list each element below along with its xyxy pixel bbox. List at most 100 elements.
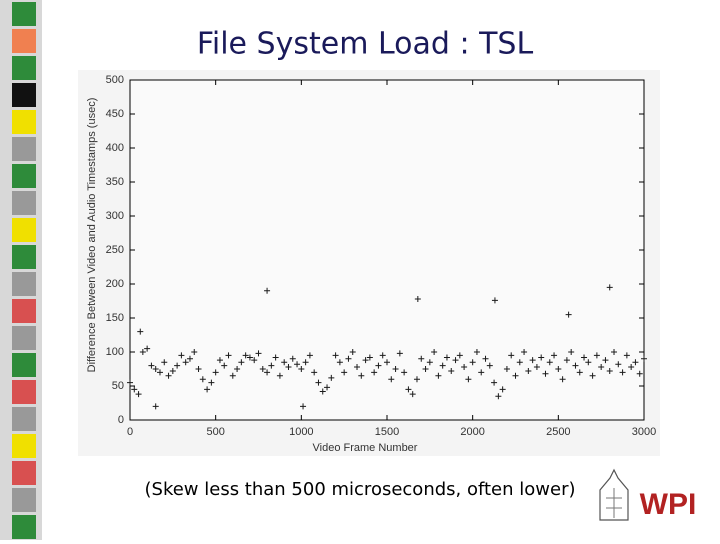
x-tick-label: 2500: [546, 426, 570, 438]
strip-block: [12, 299, 36, 323]
point: [388, 376, 395, 383]
point: [169, 368, 176, 375]
point: [469, 359, 476, 366]
point: [546, 359, 553, 366]
y-tick-label: 100: [106, 346, 124, 358]
point: [499, 386, 506, 393]
caption: (Skew less than 500 microseconds, often …: [145, 479, 576, 500]
point: [131, 386, 138, 393]
point: [508, 352, 515, 359]
point: [152, 366, 159, 372]
point: [238, 359, 245, 366]
point: [414, 295, 421, 302]
chart-title: File System Load : TSL: [197, 27, 534, 62]
strip-block: [12, 164, 36, 188]
strip-block: [12, 110, 36, 134]
strip-block: [12, 380, 36, 404]
point: [401, 369, 408, 376]
strip-block: [12, 407, 36, 431]
point: [491, 297, 498, 304]
point: [336, 359, 343, 366]
point: [208, 379, 215, 386]
point: [565, 311, 572, 318]
point: [533, 363, 540, 370]
point: [619, 369, 626, 376]
point: [598, 363, 605, 370]
point: [285, 363, 292, 370]
point: [606, 284, 613, 291]
point: [559, 376, 566, 383]
strip-block: [12, 29, 36, 53]
point: [418, 355, 425, 362]
point: [593, 352, 600, 359]
point: [439, 362, 446, 369]
decorative-strip: [0, 0, 42, 540]
point: [268, 362, 275, 369]
strip-block: [12, 83, 36, 107]
point: [182, 359, 189, 366]
point: [542, 370, 549, 377]
point: [186, 355, 193, 362]
point: [281, 359, 288, 366]
point: [581, 354, 588, 361]
point: [324, 384, 331, 391]
point: [641, 355, 647, 362]
x-tick-label: 500: [206, 426, 224, 438]
point: [191, 349, 198, 355]
strip-block: [12, 461, 36, 485]
plot: 0 50 100 150 200 250 300 350 400 450 500 0 500 1000 15…: [106, 74, 657, 438]
point: [615, 361, 622, 368]
point: [221, 362, 228, 369]
point: [225, 352, 232, 359]
logo-detail: [606, 488, 622, 518]
strip-block: [12, 2, 36, 26]
strip-block: [12, 218, 36, 242]
point: [473, 349, 480, 355]
point: [264, 287, 271, 294]
point: [431, 349, 438, 355]
logo-building: [599, 468, 629, 521]
point: [448, 368, 455, 375]
point: [319, 388, 326, 395]
strip-block: [12, 245, 36, 269]
x-tick-label: 1000: [289, 426, 313, 438]
y-axis-label: Difference Between Video and Audio Times…: [86, 98, 98, 373]
y-tick-label: 150: [106, 312, 124, 324]
point: [272, 354, 279, 361]
point: [137, 328, 144, 335]
y-tick-label: 500: [106, 74, 124, 86]
point: [563, 357, 570, 364]
point: [127, 379, 133, 386]
point: [362, 357, 369, 364]
point: [371, 369, 378, 376]
point: [491, 379, 498, 386]
point: [375, 362, 382, 369]
point: [264, 369, 271, 376]
point: [576, 369, 583, 376]
point: [589, 372, 596, 379]
point: [255, 350, 262, 357]
strip-block: [12, 191, 36, 215]
point: [332, 352, 339, 359]
point: [354, 363, 361, 370]
point: [568, 349, 575, 355]
point: [606, 368, 613, 375]
point: [495, 393, 502, 400]
y-tick-label: 450: [106, 108, 124, 120]
point: [422, 366, 429, 372]
y-tick-label: 0: [118, 414, 124, 426]
point: [216, 357, 223, 364]
point: [632, 359, 639, 366]
point: [165, 372, 172, 379]
point: [294, 361, 301, 368]
point: [461, 363, 468, 370]
point: [156, 369, 163, 376]
point: [486, 362, 493, 369]
point: [298, 366, 305, 372]
point: [623, 352, 630, 359]
point: [251, 357, 258, 364]
point: [148, 362, 155, 369]
point: [311, 369, 318, 376]
